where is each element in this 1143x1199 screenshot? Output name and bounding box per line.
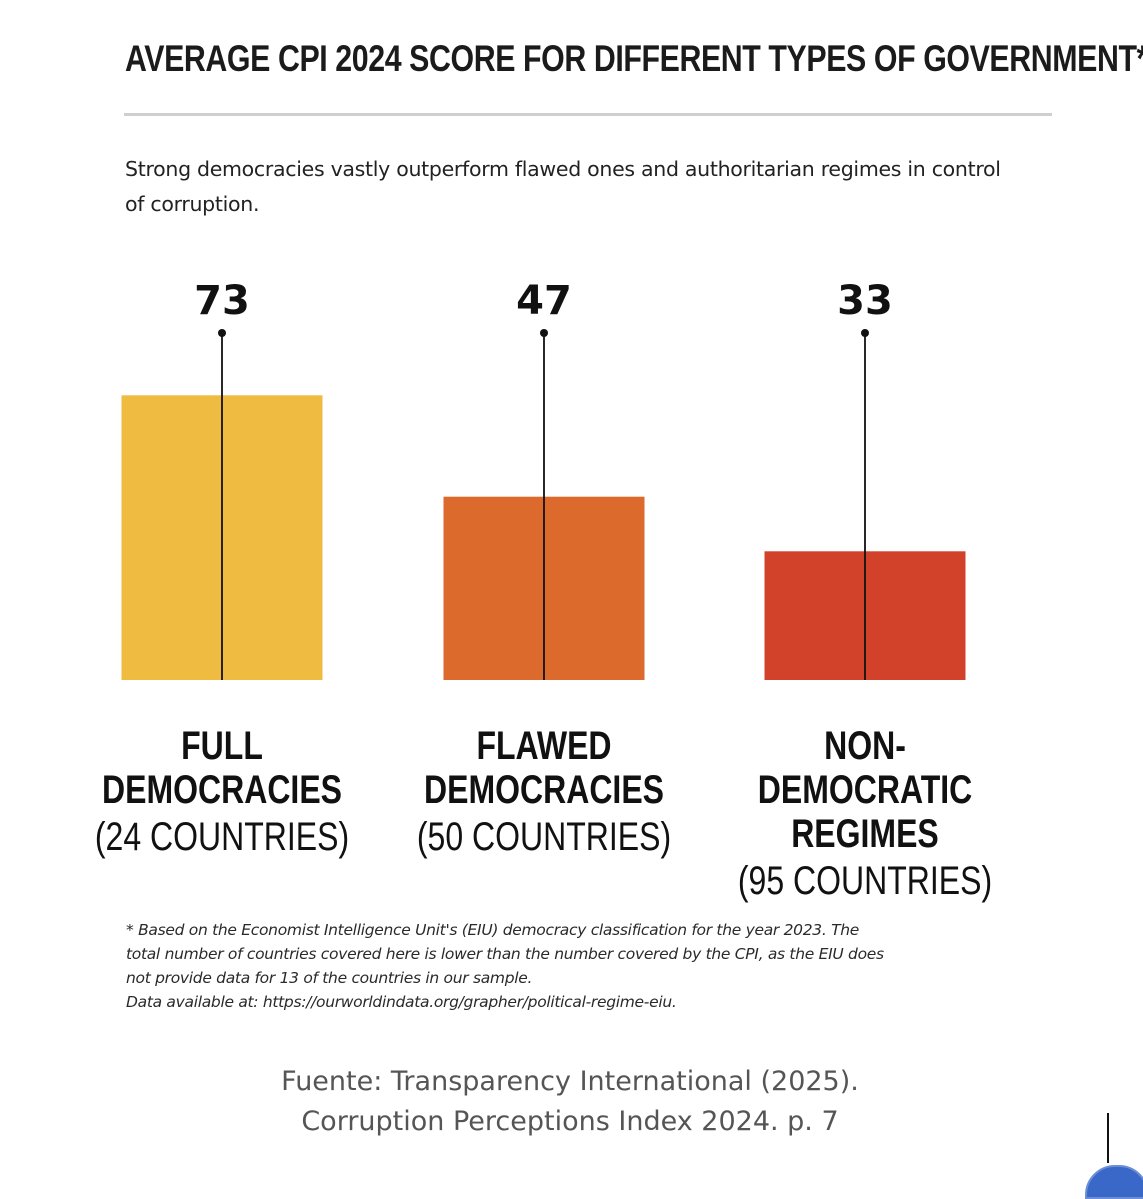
category-label-line: REGIMES — [791, 812, 939, 856]
category-label-non-democratic-regimes: NON-DEMOCRATIC REGIMES (95 COUNTRIES) — [737, 724, 993, 906]
category-label-flawed-democracies: FLAWED DEMOCRACIES (50 COUNTRIES) — [416, 724, 672, 862]
chart-subtitle: Strong democracies vastly outperform fla… — [125, 157, 1001, 216]
value-label-2: 33 — [837, 278, 893, 324]
value-label-1: 47 — [516, 278, 572, 324]
category-label-line: FLAWED — [476, 724, 612, 768]
category-label-full-democracies: FULL DEMOCRACIES (24 COUNTRIES) — [94, 724, 350, 862]
category-label-line: NON-DEMOCRATIC — [757, 724, 973, 812]
source-line: Fuente: Transparency International (2025… — [281, 1066, 859, 1097]
category-label-line: FULL — [181, 724, 263, 768]
category-count-label: (24 COUNTRIES) — [94, 815, 350, 859]
footnote-line: total number of countries covered here i… — [126, 945, 884, 963]
bar-chart: 73 47 33 — [121, 278, 966, 680]
footnote-line: * Based on the Economist Intelligence Un… — [126, 921, 860, 939]
value-dot-1 — [540, 329, 548, 337]
footnote-line: Data available at: https://ourworldindat… — [126, 993, 677, 1011]
source-line: Corruption Perceptions Index 2024. p. 7 — [301, 1106, 839, 1137]
text-cursor — [1107, 1113, 1109, 1163]
category-count-label: (50 COUNTRIES) — [416, 815, 672, 859]
source-citation: Fuente: Transparency International (2025… — [180, 1062, 960, 1142]
value-label-0: 73 — [194, 278, 250, 324]
category-count-label: (95 COUNTRIES) — [737, 859, 993, 903]
corner-button[interactable] — [1085, 1165, 1143, 1199]
value-dot-0 — [218, 329, 226, 337]
title-divider — [124, 113, 1052, 116]
footnote: * Based on the Economist Intelligence Un… — [126, 918, 1086, 1014]
footnote-line: not provide data for 13 of the countries… — [126, 969, 533, 987]
category-label-line: DEMOCRACIES — [101, 768, 343, 812]
value-dot-2 — [861, 329, 869, 337]
category-label-line: DEMOCRACIES — [423, 768, 665, 812]
